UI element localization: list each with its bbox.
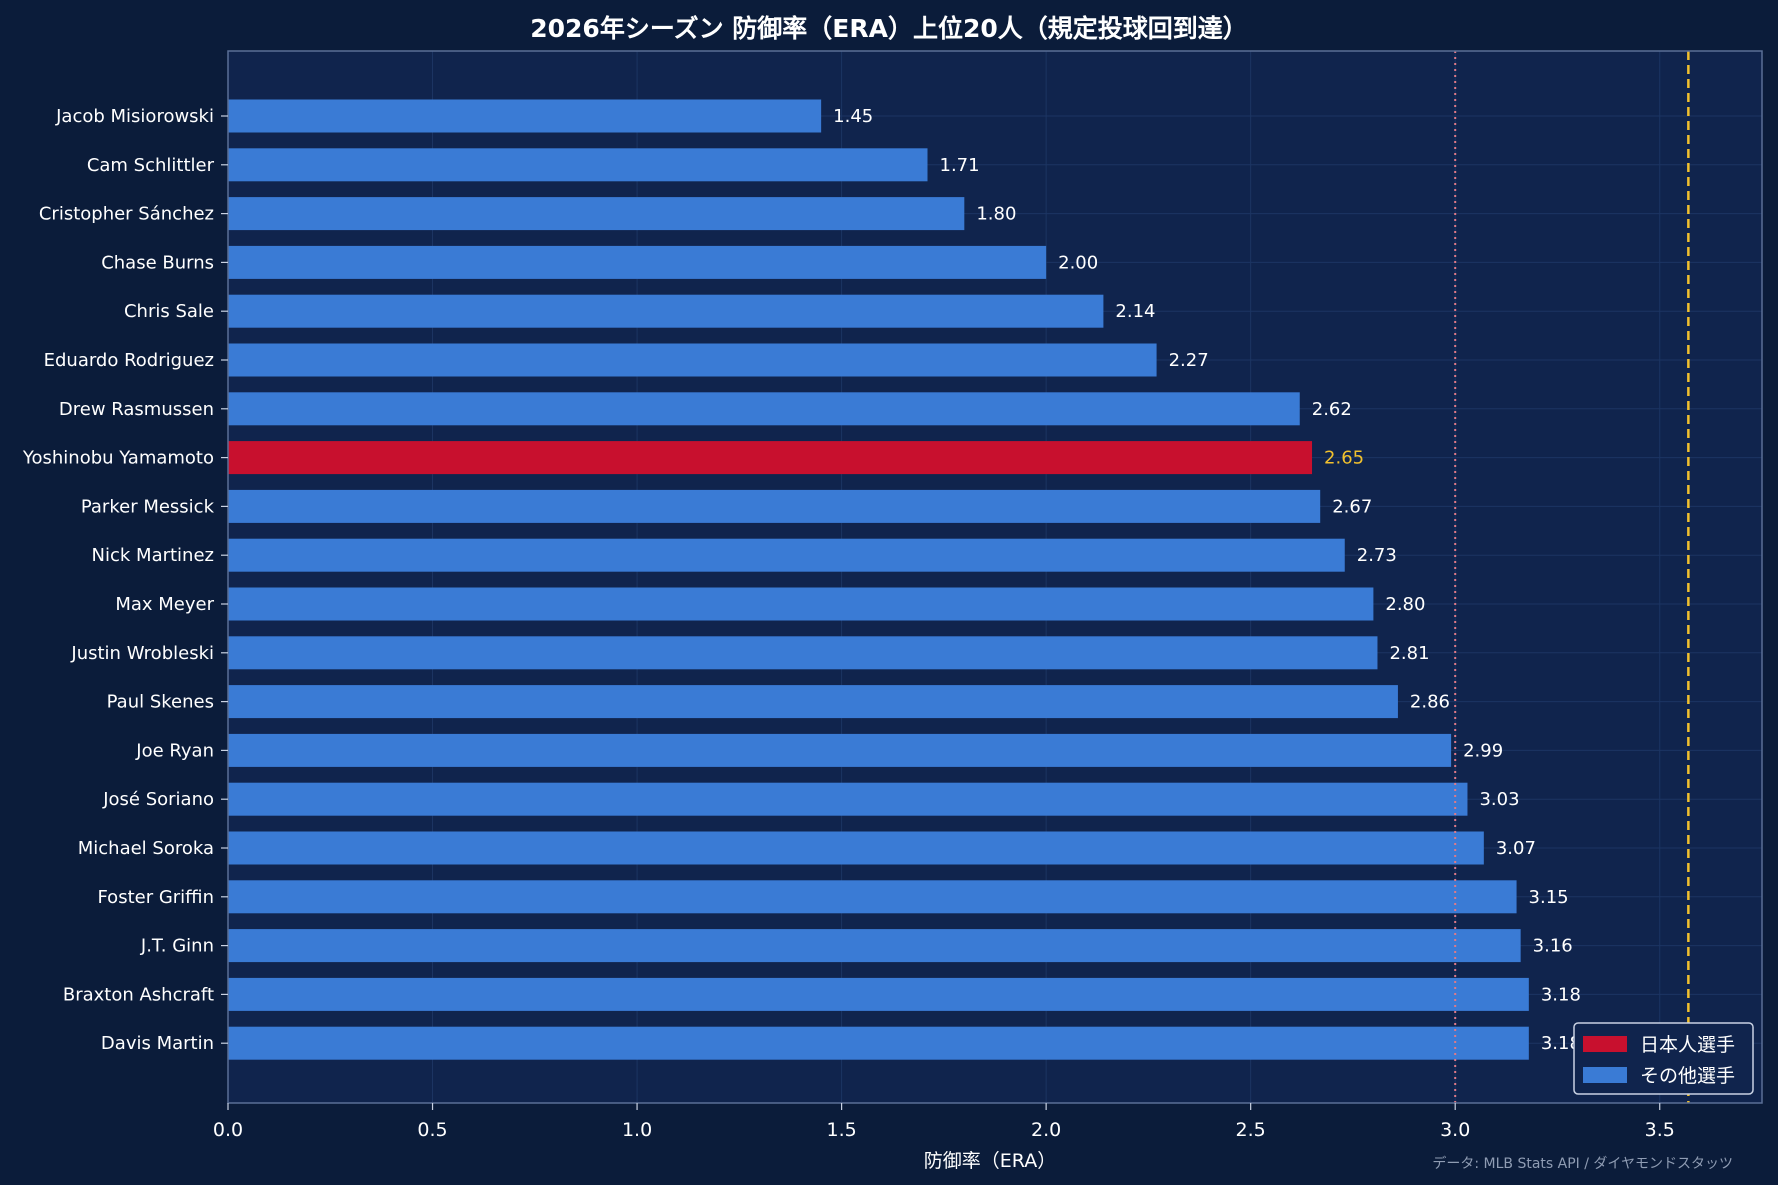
category-label-11: Justin Wrobleski (70, 643, 214, 664)
source-note: データ: MLB Stats API / ダイヤモンドスタッツ (1432, 1155, 1733, 1172)
bar-12 (228, 685, 1398, 719)
legend-label-other: その他選手 (1640, 1065, 1735, 1087)
category-label-12: Paul Skenes (107, 692, 214, 713)
category-label-3: Chase Burns (101, 252, 214, 273)
value-label-3: 2.00 (1058, 252, 1098, 273)
x-tick-label-7: 3.5 (1645, 1119, 1675, 1141)
category-label-16: Foster Griffin (97, 887, 214, 908)
reference-lines (1454, 51, 1690, 1103)
value-label-7: 2.65 (1324, 448, 1364, 469)
bar-0 (228, 99, 822, 133)
bar-15 (228, 831, 1484, 865)
bar-7 (228, 441, 1313, 475)
value-label-9: 2.73 (1357, 545, 1397, 566)
category-label-0: Jacob Misiorowski (55, 106, 214, 127)
value-label-15: 3.07 (1496, 838, 1536, 859)
category-label-4: Chris Sale (124, 301, 214, 322)
bar-3 (228, 245, 1047, 279)
bar-5 (228, 343, 1157, 377)
value-label-18: 3.18 (1541, 984, 1581, 1005)
category-label-10: Max Meyer (115, 594, 214, 615)
x-tick-label-2: 1.0 (622, 1119, 652, 1141)
x-tick-label-5: 2.5 (1236, 1119, 1266, 1141)
x-tick-label-1: 0.5 (417, 1119, 447, 1141)
bar-9 (228, 538, 1345, 572)
value-label-5: 2.27 (1169, 350, 1209, 371)
x-axis-label: 防御率（ERA） (924, 1150, 1056, 1172)
category-label-14: José Soriano (102, 789, 214, 810)
labels: Jacob Misiorowski 1.45 Cam Schlittler 1.71 C… (22, 106, 1581, 1054)
bar-1 (228, 148, 928, 182)
bar-17 (228, 929, 1521, 963)
value-label-19: 3.18 (1541, 1033, 1581, 1054)
legend-swatch-japanese (1583, 1036, 1627, 1052)
category-label-6: Drew Rasmussen (59, 399, 214, 420)
category-label-8: Parker Messick (81, 496, 215, 517)
bars (228, 99, 1529, 1060)
bar-8 (228, 489, 1321, 523)
value-label-10: 2.80 (1385, 594, 1425, 615)
category-label-19: Davis Martin (101, 1033, 214, 1054)
value-label-1: 1.71 (940, 155, 980, 176)
category-label-17: J.T. Ginn (140, 936, 214, 957)
bar-19 (228, 1026, 1529, 1060)
category-label-5: Eduardo Rodriguez (44, 350, 214, 371)
category-label-15: Michael Soroka (78, 838, 214, 859)
bar-10 (228, 587, 1374, 621)
value-label-13: 2.99 (1463, 740, 1503, 761)
x-tick-label-0: 0.0 (213, 1119, 243, 1141)
bar-11 (228, 636, 1378, 670)
value-label-14: 3.03 (1479, 789, 1519, 810)
value-label-0: 1.45 (833, 106, 873, 127)
plot-frame (227, 50, 1763, 1104)
bar-4 (228, 294, 1104, 328)
value-label-17: 3.16 (1533, 936, 1573, 957)
legend: 日本人選手 その他選手 (1573, 1022, 1754, 1095)
bar-14 (228, 782, 1468, 816)
bar-13 (228, 733, 1452, 767)
value-label-2: 1.80 (976, 204, 1016, 225)
legend-label-japanese: 日本人選手 (1640, 1034, 1735, 1056)
category-label-1: Cam Schlittler (87, 155, 215, 176)
category-label-9: Nick Martinez (92, 545, 214, 566)
category-label-7: Yoshinobu Yamamoto (22, 448, 214, 469)
x-tick-label-4: 2.0 (1031, 1119, 1061, 1141)
x-tick-label-3: 1.5 (826, 1119, 856, 1141)
value-label-8: 2.67 (1332, 496, 1372, 517)
legend-swatch-other (1583, 1067, 1627, 1083)
category-label-18: Braxton Ashcraft (63, 984, 214, 1005)
bar-18 (228, 977, 1529, 1011)
chart-title: 2026年シーズン 防御率（ERA）上位20人（規定投球回到達） (530, 14, 1248, 43)
category-label-2: Cristopher Sánchez (39, 204, 214, 225)
bar-2 (228, 197, 965, 231)
bar-16 (228, 880, 1517, 914)
axes: 0.0 0.5 1.0 1.5 2.0 2.5 3.0 3.5 (213, 115, 1675, 1141)
value-label-12: 2.86 (1410, 692, 1450, 713)
value-label-4: 2.14 (1115, 301, 1155, 322)
bar-6 (228, 392, 1300, 426)
category-label-13: Joe Ryan (135, 740, 214, 761)
x-tick-label-6: 3.0 (1440, 1119, 1470, 1141)
value-label-11: 2.81 (1389, 643, 1429, 664)
value-label-6: 2.62 (1312, 399, 1352, 420)
value-label-16: 3.15 (1529, 887, 1569, 908)
